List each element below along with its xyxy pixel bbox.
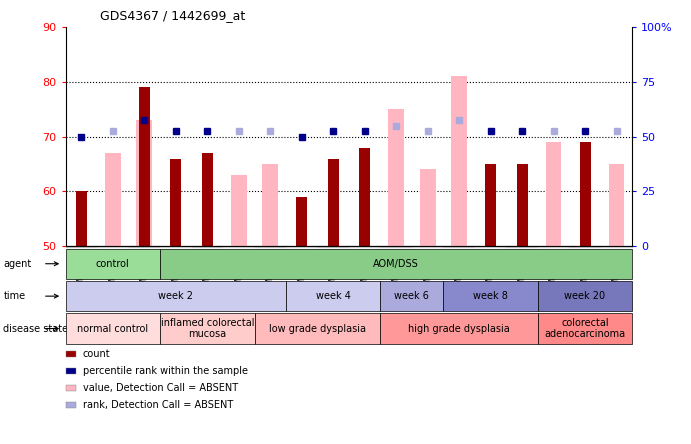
Text: time: time: [3, 291, 26, 301]
Bar: [388, 109, 404, 246]
Bar: [139, 87, 150, 246]
Bar: [296, 197, 307, 246]
Bar: [105, 153, 121, 246]
Bar: [517, 164, 528, 246]
Bar: [485, 164, 496, 246]
Bar: [328, 159, 339, 246]
Bar: [359, 147, 370, 246]
Text: disease state: disease state: [3, 324, 68, 333]
Text: GDS4367 / 1442699_at: GDS4367 / 1442699_at: [100, 9, 245, 22]
Text: week 2: week 2: [158, 291, 193, 301]
Bar: [546, 142, 561, 246]
Text: colorectal
adenocarcinoma: colorectal adenocarcinoma: [545, 318, 625, 339]
Text: percentile rank within the sample: percentile rank within the sample: [83, 366, 248, 376]
Bar: [231, 175, 247, 246]
Bar: [202, 153, 213, 246]
Text: AOM/DSS: AOM/DSS: [373, 259, 419, 269]
Bar: [451, 76, 467, 246]
Bar: [580, 142, 591, 246]
Text: week 8: week 8: [473, 291, 508, 301]
Text: week 6: week 6: [395, 291, 429, 301]
Text: low grade dysplasia: low grade dysplasia: [269, 324, 366, 333]
Bar: [136, 120, 152, 246]
Text: agent: agent: [3, 259, 32, 269]
Bar: [263, 164, 278, 246]
Text: inflamed colorectal
mucosa: inflamed colorectal mucosa: [160, 318, 254, 339]
Text: rank, Detection Call = ABSENT: rank, Detection Call = ABSENT: [83, 400, 233, 410]
Bar: [170, 159, 181, 246]
Text: normal control: normal control: [77, 324, 149, 333]
Text: count: count: [83, 349, 111, 359]
Text: week 20: week 20: [565, 291, 605, 301]
Bar: [76, 191, 87, 246]
Bar: [420, 170, 435, 246]
Bar: [609, 164, 625, 246]
Text: week 4: week 4: [316, 291, 350, 301]
Text: control: control: [96, 259, 130, 269]
Text: value, Detection Call = ABSENT: value, Detection Call = ABSENT: [83, 383, 238, 393]
Text: high grade dysplasia: high grade dysplasia: [408, 324, 510, 333]
